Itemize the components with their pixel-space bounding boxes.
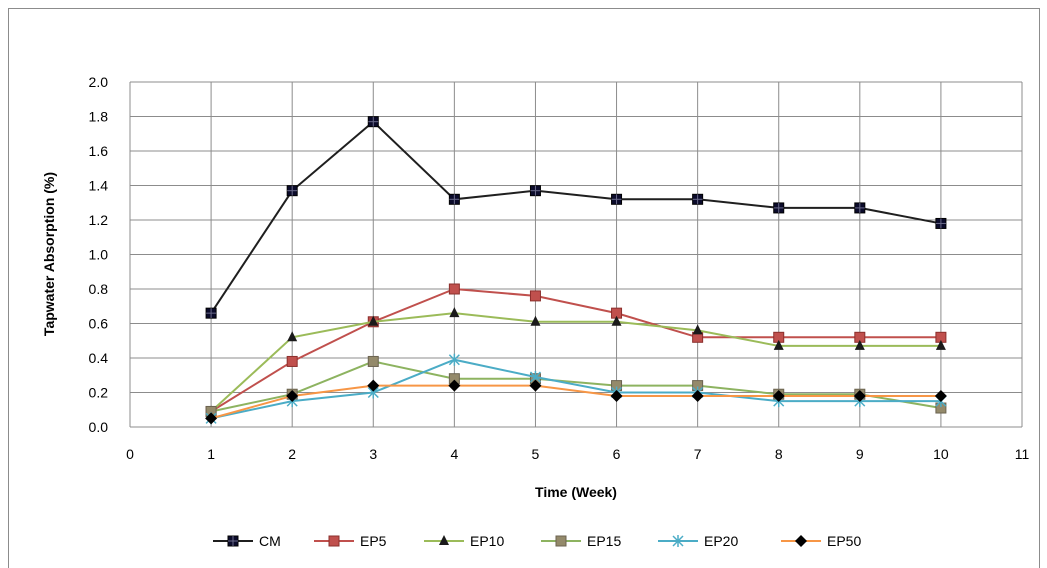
x-tick-label: 8 bbox=[775, 446, 783, 462]
legend-label: CM bbox=[259, 533, 281, 549]
legend-item-ep20: EP20 bbox=[658, 533, 738, 549]
data-point-marker bbox=[795, 535, 807, 547]
y-axis-title: Tapwater Absorption (%) bbox=[41, 172, 57, 336]
legend-item-ep10: EP10 bbox=[424, 533, 504, 549]
data-point-marker bbox=[449, 307, 460, 318]
series-cm bbox=[205, 116, 947, 319]
x-tick-label: 2 bbox=[288, 446, 296, 462]
data-point-marker bbox=[935, 339, 946, 350]
data-point-marker bbox=[555, 535, 567, 547]
series-ep20 bbox=[205, 353, 947, 425]
legend-item-ep15: EP15 bbox=[541, 533, 621, 549]
data-point-marker bbox=[448, 379, 461, 392]
series-line bbox=[210, 360, 942, 413]
series-ep15 bbox=[205, 355, 947, 417]
series-group bbox=[205, 116, 947, 425]
data-point-marker bbox=[691, 389, 704, 402]
legend: CM EP5 EP10 EP15 EP20 EP50 bbox=[213, 533, 861, 549]
data-point-marker bbox=[853, 389, 866, 402]
data-point-marker bbox=[286, 355, 298, 367]
chart-frame bbox=[8, 8, 1040, 568]
data-point-marker bbox=[287, 331, 298, 342]
data-point-marker bbox=[448, 283, 460, 295]
x-tick-label: 0 bbox=[126, 446, 134, 462]
data-point-marker bbox=[773, 339, 784, 350]
series-line bbox=[210, 384, 941, 420]
x-tick-label: 10 bbox=[933, 446, 949, 462]
legend-item-cm: CM bbox=[213, 533, 281, 549]
data-point-marker bbox=[529, 290, 541, 302]
data-point-marker bbox=[934, 389, 947, 402]
series-line bbox=[210, 120, 942, 314]
data-point-marker bbox=[611, 315, 622, 326]
legend-item-ep5: EP5 bbox=[314, 533, 387, 549]
x-tick-label: 1 bbox=[207, 446, 215, 462]
series-ep50 bbox=[205, 379, 947, 425]
grid-lines bbox=[129, 81, 1023, 428]
data-point-marker bbox=[367, 355, 379, 367]
y-tick-label: 2.0 bbox=[89, 74, 109, 90]
legend-label: EP15 bbox=[587, 533, 621, 549]
series-line bbox=[210, 312, 941, 413]
x-tick-label: 4 bbox=[450, 446, 458, 462]
series-line bbox=[210, 358, 941, 420]
data-point-marker bbox=[286, 389, 299, 402]
data-point-marker bbox=[439, 535, 449, 545]
y-tick-label: 1.8 bbox=[89, 109, 109, 125]
x-tick-label: 5 bbox=[532, 446, 540, 462]
data-point-marker bbox=[367, 379, 380, 392]
y-tick-label: 0.6 bbox=[89, 316, 109, 332]
y-tick-label: 1.6 bbox=[89, 143, 109, 159]
y-tick-label: 1.2 bbox=[89, 212, 109, 228]
x-tick-label: 7 bbox=[694, 446, 702, 462]
data-point-marker bbox=[529, 379, 542, 392]
x-tick-label: 11 bbox=[1015, 446, 1030, 462]
data-point-marker bbox=[328, 535, 340, 547]
data-point-marker bbox=[854, 339, 865, 350]
data-point-marker bbox=[610, 389, 623, 402]
x-tick-label: 9 bbox=[856, 446, 864, 462]
y-tick-label: 1.4 bbox=[89, 178, 109, 194]
series-ep10 bbox=[206, 307, 946, 416]
x-tick-label: 6 bbox=[613, 446, 621, 462]
y-tick-label: 1.0 bbox=[89, 247, 109, 263]
y-tick-label: 0.0 bbox=[89, 419, 109, 435]
legend-label: EP10 bbox=[470, 533, 504, 549]
data-point-marker bbox=[205, 412, 218, 425]
legend-item-ep50: EP50 bbox=[781, 533, 861, 549]
y-tick-label: 0.2 bbox=[89, 385, 109, 401]
data-point-marker bbox=[368, 315, 379, 326]
y-tick-label: 0.4 bbox=[89, 350, 109, 366]
data-point-marker bbox=[692, 324, 703, 335]
legend-label: EP20 bbox=[704, 533, 738, 549]
x-axis-ticks: 0 1 2 3 4 5 6 7 8 9 10 11 bbox=[126, 446, 1029, 462]
y-axis-ticks: 0.0 0.2 0.4 0.6 0.8 1.0 1.2 1.4 1.6 1.8 2.0 bbox=[89, 74, 109, 435]
data-point-marker bbox=[772, 389, 785, 402]
data-point-marker bbox=[530, 315, 541, 326]
series-line bbox=[210, 287, 941, 413]
x-tick-label: 3 bbox=[369, 446, 377, 462]
legend-label: EP50 bbox=[827, 533, 861, 549]
y-tick-label: 0.8 bbox=[89, 281, 109, 297]
legend-label: EP5 bbox=[360, 533, 387, 549]
x-axis-title: Time (Week) bbox=[535, 484, 617, 500]
